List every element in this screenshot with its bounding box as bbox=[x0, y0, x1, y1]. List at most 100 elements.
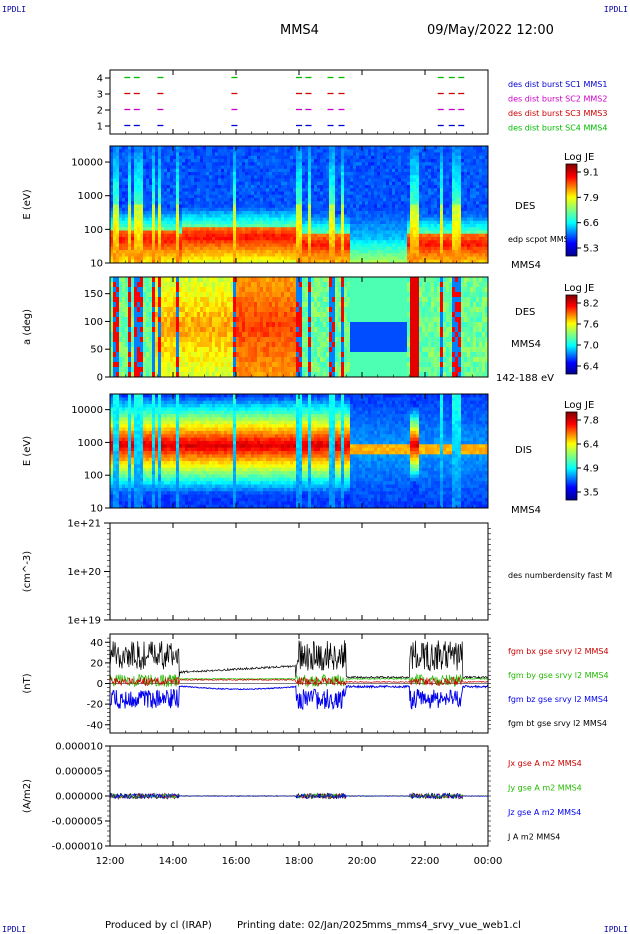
spectrogram-cell bbox=[272, 149, 276, 153]
spectrogram-cell bbox=[410, 201, 414, 205]
spectrogram-cell bbox=[332, 146, 336, 150]
spectrogram-cell bbox=[272, 217, 276, 222]
spectrogram-cell bbox=[434, 146, 438, 150]
spectrogram-cell bbox=[128, 146, 132, 150]
spectrogram-cell bbox=[245, 198, 249, 202]
spectrogram-cell bbox=[293, 178, 297, 183]
spectrogram-cell bbox=[338, 198, 342, 202]
spectrogram-cell bbox=[188, 250, 192, 254]
spectrogram-cell bbox=[197, 149, 201, 153]
spectrogram-cell bbox=[392, 237, 396, 241]
spectrogram-cell bbox=[443, 201, 447, 205]
spectrogram-cell bbox=[356, 181, 360, 186]
spectrogram-cell bbox=[419, 146, 423, 150]
spectrogram-cell bbox=[455, 168, 459, 173]
spectrogram-cell bbox=[446, 259, 450, 264]
spectrogram-cell bbox=[275, 152, 279, 157]
spectrogram-cell bbox=[431, 253, 435, 257]
spectrogram-cell bbox=[116, 214, 120, 218]
spectrogram-cell bbox=[395, 172, 399, 176]
spectrogram-cell bbox=[356, 178, 360, 183]
spectrogram-cell bbox=[290, 230, 294, 235]
spectrogram-cell bbox=[404, 207, 408, 212]
spectrogram-cell bbox=[473, 191, 477, 196]
spectrogram-cell bbox=[188, 220, 192, 225]
spectrogram-cell bbox=[110, 181, 114, 186]
spectrogram-cell bbox=[122, 198, 126, 202]
spectrogram-cell bbox=[152, 201, 156, 205]
spectrogram-cell bbox=[329, 233, 333, 238]
spectrogram-cell bbox=[176, 185, 180, 189]
spectrogram-cell bbox=[254, 204, 258, 209]
spectrogram-cell bbox=[350, 191, 354, 196]
spectrogram-cell bbox=[305, 220, 309, 225]
spectrogram-cell bbox=[383, 256, 387, 261]
spectrogram-cell bbox=[143, 175, 147, 179]
spectrogram-cell bbox=[302, 243, 306, 248]
spectrogram-cell bbox=[236, 204, 240, 209]
spectrogram-cell bbox=[395, 253, 399, 257]
spectrogram-cell bbox=[380, 194, 384, 199]
spectrogram-cell bbox=[254, 152, 258, 157]
spectrogram-cell bbox=[329, 211, 333, 215]
spectrogram-cell bbox=[449, 201, 453, 205]
spectrogram-cell bbox=[476, 217, 480, 222]
spectrogram-cell bbox=[455, 246, 459, 251]
spectrogram-cell bbox=[191, 204, 195, 209]
spectrogram-cell bbox=[155, 191, 159, 196]
spectrogram-cell bbox=[281, 188, 285, 192]
spectrogram-cell bbox=[131, 240, 135, 244]
spectrogram-cell bbox=[434, 149, 438, 153]
spectrogram-cell bbox=[302, 172, 306, 176]
spectrogram-cell bbox=[389, 246, 393, 251]
spectrogram-cell bbox=[413, 201, 417, 205]
spectrogram-cell bbox=[416, 253, 420, 257]
spectrogram-cell bbox=[251, 155, 255, 160]
spectrogram-cell bbox=[233, 227, 237, 231]
spectrogram-cell bbox=[314, 146, 318, 150]
spectrogram-cell bbox=[290, 146, 294, 150]
spectrogram-cell bbox=[275, 175, 279, 179]
spectrogram-cell bbox=[380, 146, 384, 150]
spectrogram-cell bbox=[221, 201, 225, 205]
spectrogram-cell bbox=[260, 237, 264, 241]
spectrogram-cell bbox=[350, 246, 354, 251]
spectrogram-cell bbox=[224, 191, 228, 196]
spectrogram-cell bbox=[113, 233, 117, 238]
spectrogram-cell bbox=[161, 175, 165, 179]
spectrogram-cell bbox=[302, 191, 306, 196]
spectrogram-cell bbox=[476, 188, 480, 192]
spectrogram-cell bbox=[473, 207, 477, 212]
spectrogram-cell bbox=[395, 259, 399, 264]
spectrogram-cell bbox=[149, 322, 153, 328]
spectrogram-cell bbox=[437, 152, 441, 157]
spectrogram-cell bbox=[173, 204, 177, 209]
spectrogram-cell bbox=[152, 175, 156, 179]
spectrogram-cell bbox=[410, 230, 414, 235]
spectrogram-cell bbox=[110, 149, 114, 153]
spectrogram-cell bbox=[308, 246, 312, 251]
spectrogram-cell bbox=[308, 191, 312, 196]
spectrogram-cell bbox=[146, 259, 150, 264]
spectrogram-cell bbox=[164, 191, 168, 196]
spectrogram-cell bbox=[128, 347, 132, 353]
spectrogram-cell bbox=[392, 227, 396, 231]
spectrogram-cell bbox=[404, 188, 408, 192]
spectrogram-cell bbox=[323, 246, 327, 251]
spectrogram-cell bbox=[443, 256, 447, 261]
spectrogram-cell bbox=[359, 211, 363, 215]
spectrogram-cell bbox=[257, 185, 261, 189]
spectrogram-cell bbox=[251, 204, 255, 209]
spectrogram-cell bbox=[428, 237, 432, 241]
spectrogram-cell bbox=[143, 227, 147, 231]
spectrogram-cell bbox=[290, 159, 294, 163]
spectrogram-cell bbox=[326, 246, 330, 251]
spectrogram-cell bbox=[173, 217, 177, 222]
spectrogram-cell bbox=[149, 207, 153, 212]
spectrogram-cell bbox=[230, 198, 234, 202]
spectrogram-cell bbox=[326, 224, 330, 228]
spectrogram-cell bbox=[473, 185, 477, 189]
spectrogram-cell bbox=[266, 188, 270, 192]
spectrogram-cell bbox=[392, 155, 396, 160]
spectrogram-cell bbox=[473, 237, 477, 241]
